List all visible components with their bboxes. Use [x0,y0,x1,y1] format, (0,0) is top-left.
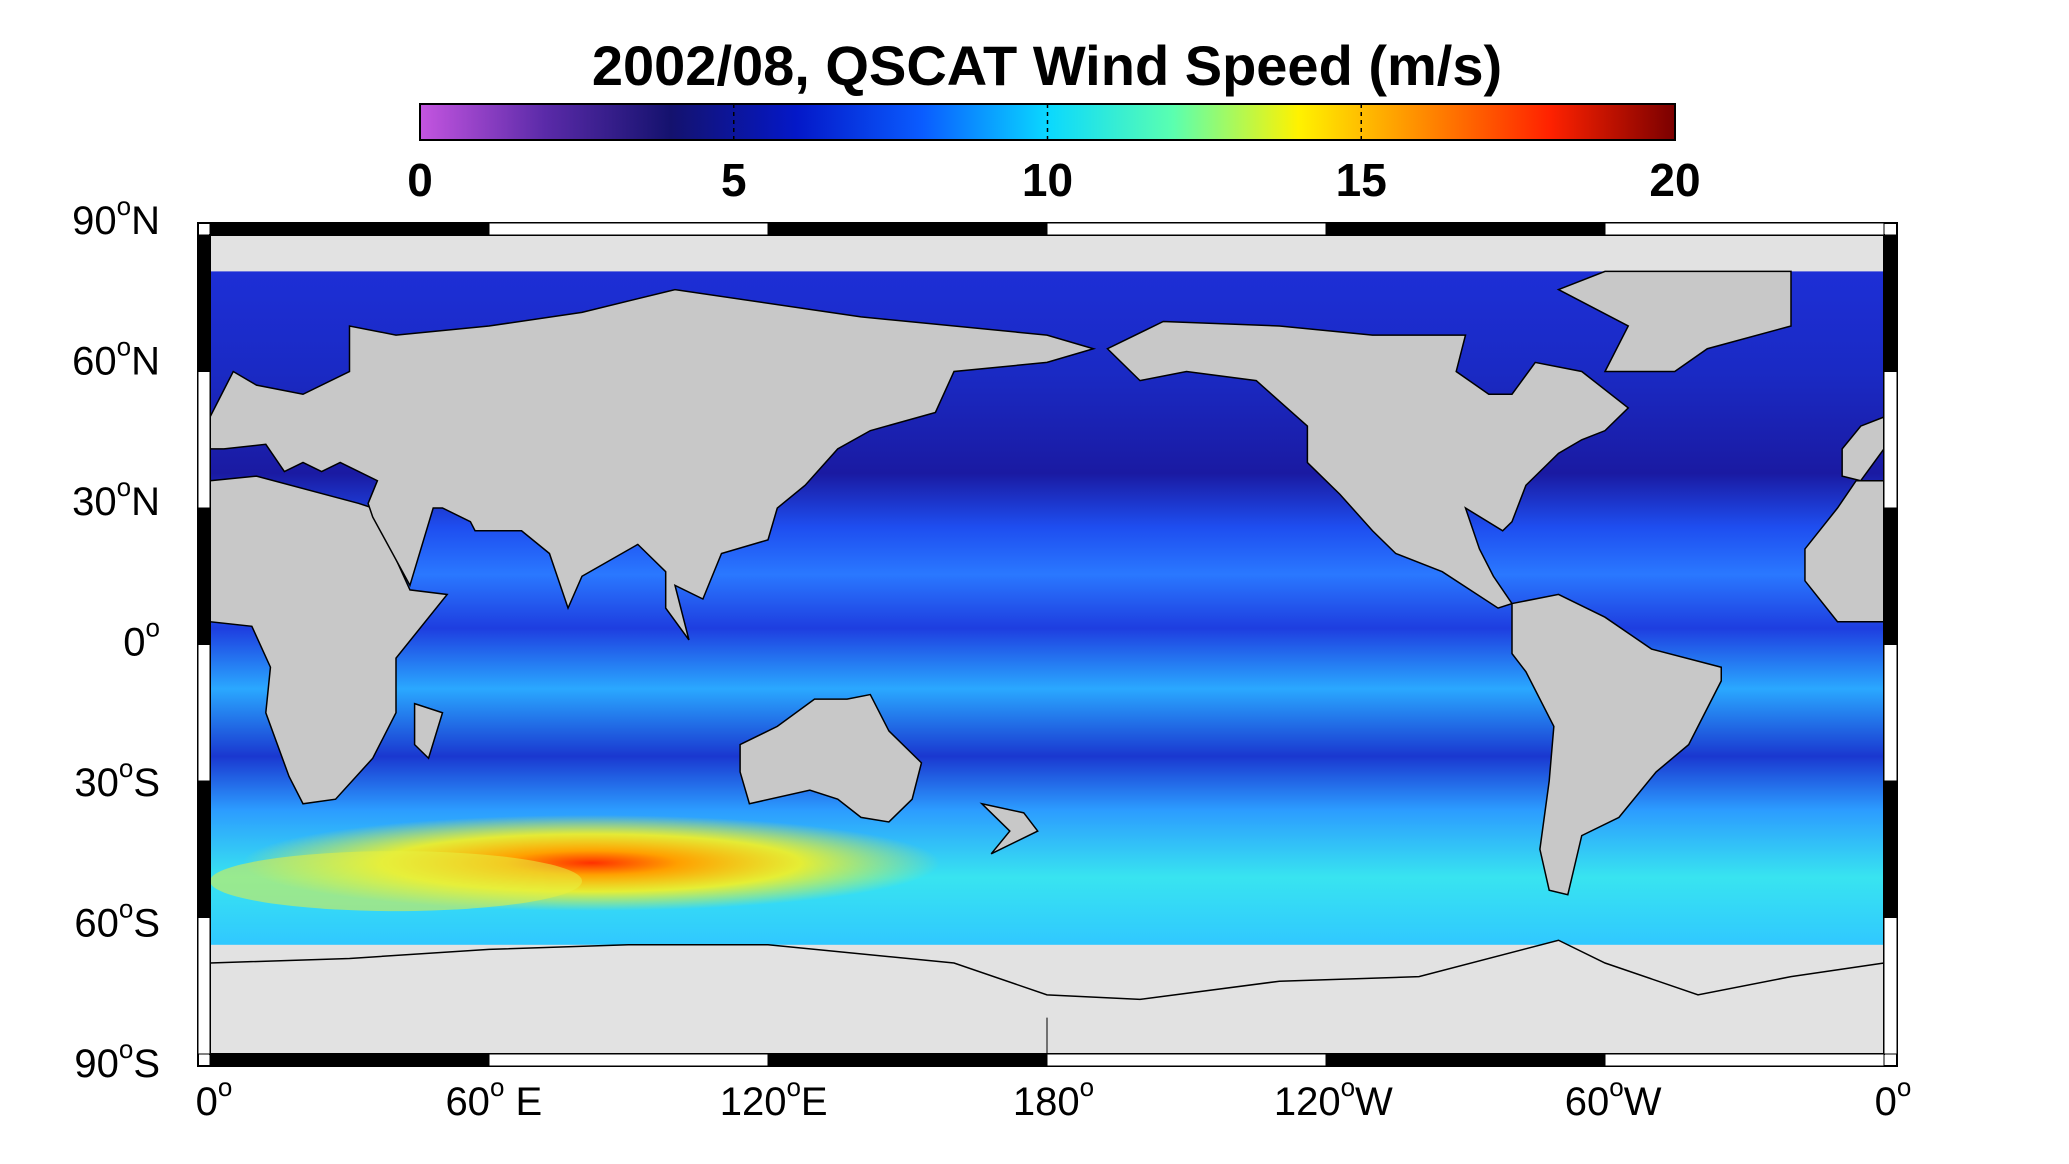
degree-mark: o [1341,1072,1355,1102]
frame-segment [488,1053,769,1067]
map-title: 2002/08, QSCAT Wind Speed (m/s) [592,34,1502,97]
frame-segment [1883,780,1898,918]
label-number: 120 [720,1080,787,1124]
longitude-label: 120oE [720,1072,828,1124]
frame-segment [1604,1053,1885,1067]
label-number: 0 [1875,1080,1897,1124]
label-hemisphere: S [133,901,160,945]
frame-segment [1325,222,1606,236]
degree-mark: o [146,612,160,642]
label-hemisphere: E [801,1080,828,1124]
wind-band [210,851,582,912]
latitude-label: 60oS [74,893,160,945]
land-australia [739,693,923,823]
label-number: 60 [72,339,117,383]
longitude-label: 60oW [1565,1072,1662,1124]
degree-mark: o [786,1072,800,1102]
latitude-label: 30oN [72,472,160,524]
colorbar-tick-label: 10 [1022,154,1073,206]
degree-mark: o [1897,1072,1911,1102]
land-new-zealand [979,802,1039,855]
label-number: 60 [74,901,119,945]
land-eurasia [209,288,1097,641]
frame-segment [1046,222,1327,236]
label-number: 30 [74,761,119,805]
longitude-label: 0o [196,1072,233,1124]
land-africa-west [1804,479,1885,623]
label-number: 90 [74,1042,119,1086]
label-hemisphere: N [131,339,160,383]
frame-segment [197,644,211,782]
latitude-label: 30oS [74,753,160,805]
frame-segment [1604,222,1885,236]
longitude-label: 180o [1013,1072,1094,1124]
frame-segment [197,371,211,509]
map-area [197,222,1898,1067]
frame-segment [1883,644,1898,782]
colorbar-tick-label: 5 [721,154,747,206]
degree-mark: o [218,1072,232,1102]
label-hemisphere: W [1624,1080,1662,1124]
frame-segment [197,507,211,645]
colorbar-tick-label: 15 [1336,154,1387,206]
label-number: 60 [445,1080,490,1124]
label-hemisphere: E [504,1080,542,1124]
colorbar-tick-label: 20 [1649,154,1700,206]
land-africa [209,475,449,805]
land-south-america [1511,593,1722,896]
land-madagascar [413,702,444,760]
frame-segment [1883,507,1898,645]
label-hemisphere: W [1355,1080,1393,1124]
degree-mark: o [117,331,131,361]
frame-segment [197,234,211,372]
label-number: 90 [72,199,117,243]
label-number: 180 [1013,1080,1080,1124]
label-number: 120 [1274,1080,1341,1124]
latitude-label: 0o [123,612,160,664]
frame-segment [767,1053,1048,1067]
frame-segment [1883,234,1898,372]
longitude-label: 120oW [1274,1072,1393,1124]
label-number: 30 [72,480,117,524]
label-hemisphere: S [133,1042,160,1086]
frame-segment [1883,371,1898,509]
land-greenland [1556,270,1792,373]
longitude-label: 0o [1875,1072,1912,1124]
land-north-america [1106,320,1630,609]
frame-segment [767,222,1048,236]
frame-segment [1325,1053,1606,1067]
label-hemisphere: S [133,761,160,805]
frame-segment [209,222,490,236]
label-number: 60 [1565,1080,1610,1124]
frame-segment [197,917,211,1055]
degree-mark: o [119,753,133,783]
degree-mark: o [1080,1072,1094,1102]
latitude-label: 90oS [74,1034,160,1086]
frame-segment [197,780,211,918]
colorbar-tick-label: 0 [407,154,433,206]
degree-mark: o [117,472,131,502]
label-number: 0 [123,620,145,664]
label-hemisphere: N [131,199,160,243]
degree-mark: o [117,191,131,221]
longitude-label: 60o E [445,1072,542,1124]
latitude-label: 90oN [72,191,160,243]
frame-segment [209,1053,490,1067]
latitude-label: 60oN [72,331,160,383]
frame-segment [1046,1053,1327,1067]
degree-mark: o [119,1034,133,1064]
colorbar: 0 5 10 15 20 [407,103,1701,206]
frame-segment [488,222,769,236]
label-number: 0 [196,1080,218,1124]
degree-mark: o [490,1072,504,1102]
label-hemisphere: N [131,480,160,524]
degree-mark: o [119,893,133,923]
degree-mark: o [1609,1072,1623,1102]
frame-segment [1883,917,1898,1055]
